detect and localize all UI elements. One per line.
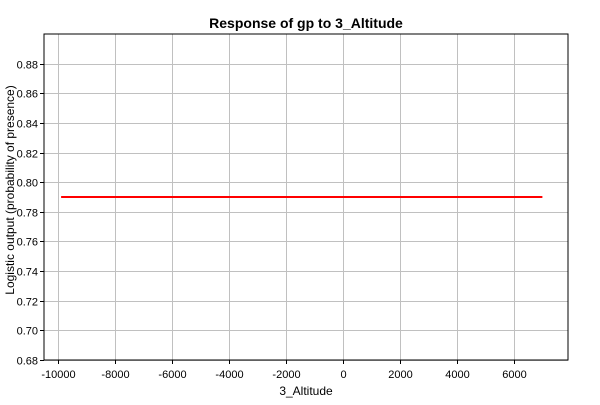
x-tick-label: -6000	[158, 369, 186, 381]
chart-title: Response of gp to 3_Altitude	[209, 15, 403, 31]
grid	[44, 34, 568, 361]
y-tick-label: 0.84	[17, 119, 38, 131]
y-axis-title: Logistic output (probability of presence…	[3, 85, 17, 294]
y-tick-label: 0.82	[17, 149, 38, 161]
x-tick-label: 6000	[502, 369, 526, 381]
x-tick-label: 4000	[445, 369, 469, 381]
ticks: -10000 -8000 -6000 -4000 -2000 0 2000 4000 6000 0…	[17, 60, 527, 382]
y-tick-label: 0.80	[17, 178, 38, 190]
y-tick-label: 0.88	[17, 60, 38, 72]
y-tick-label: 0.76	[17, 237, 38, 249]
x-axis-title: 3_Altitude	[279, 384, 333, 398]
y-tick-label: 0.74	[17, 267, 38, 279]
y-tick-label: 0.68	[17, 356, 38, 368]
y-tick-label: 0.78	[17, 208, 38, 220]
y-tick-label: 0.72	[17, 297, 38, 309]
x-tick-label: -10000	[41, 369, 75, 381]
x-tick-label: 2000	[388, 369, 412, 381]
x-tick-label: -2000	[272, 369, 300, 381]
x-tick-label: -4000	[215, 369, 243, 381]
x-tick-label: -8000	[101, 369, 129, 381]
plot-frame	[43, 33, 569, 361]
y-tick-label: 0.86	[17, 89, 38, 101]
y-tick-label: 0.70	[17, 326, 38, 338]
x-tick-label: 0	[340, 369, 346, 381]
